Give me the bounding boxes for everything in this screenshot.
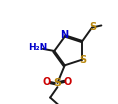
Text: S: S xyxy=(53,78,61,88)
Text: S: S xyxy=(89,22,96,32)
Text: S: S xyxy=(80,55,87,65)
Text: O: O xyxy=(43,77,51,87)
Text: O: O xyxy=(64,77,72,87)
Text: H₂N: H₂N xyxy=(28,43,47,52)
Text: N: N xyxy=(60,30,68,40)
